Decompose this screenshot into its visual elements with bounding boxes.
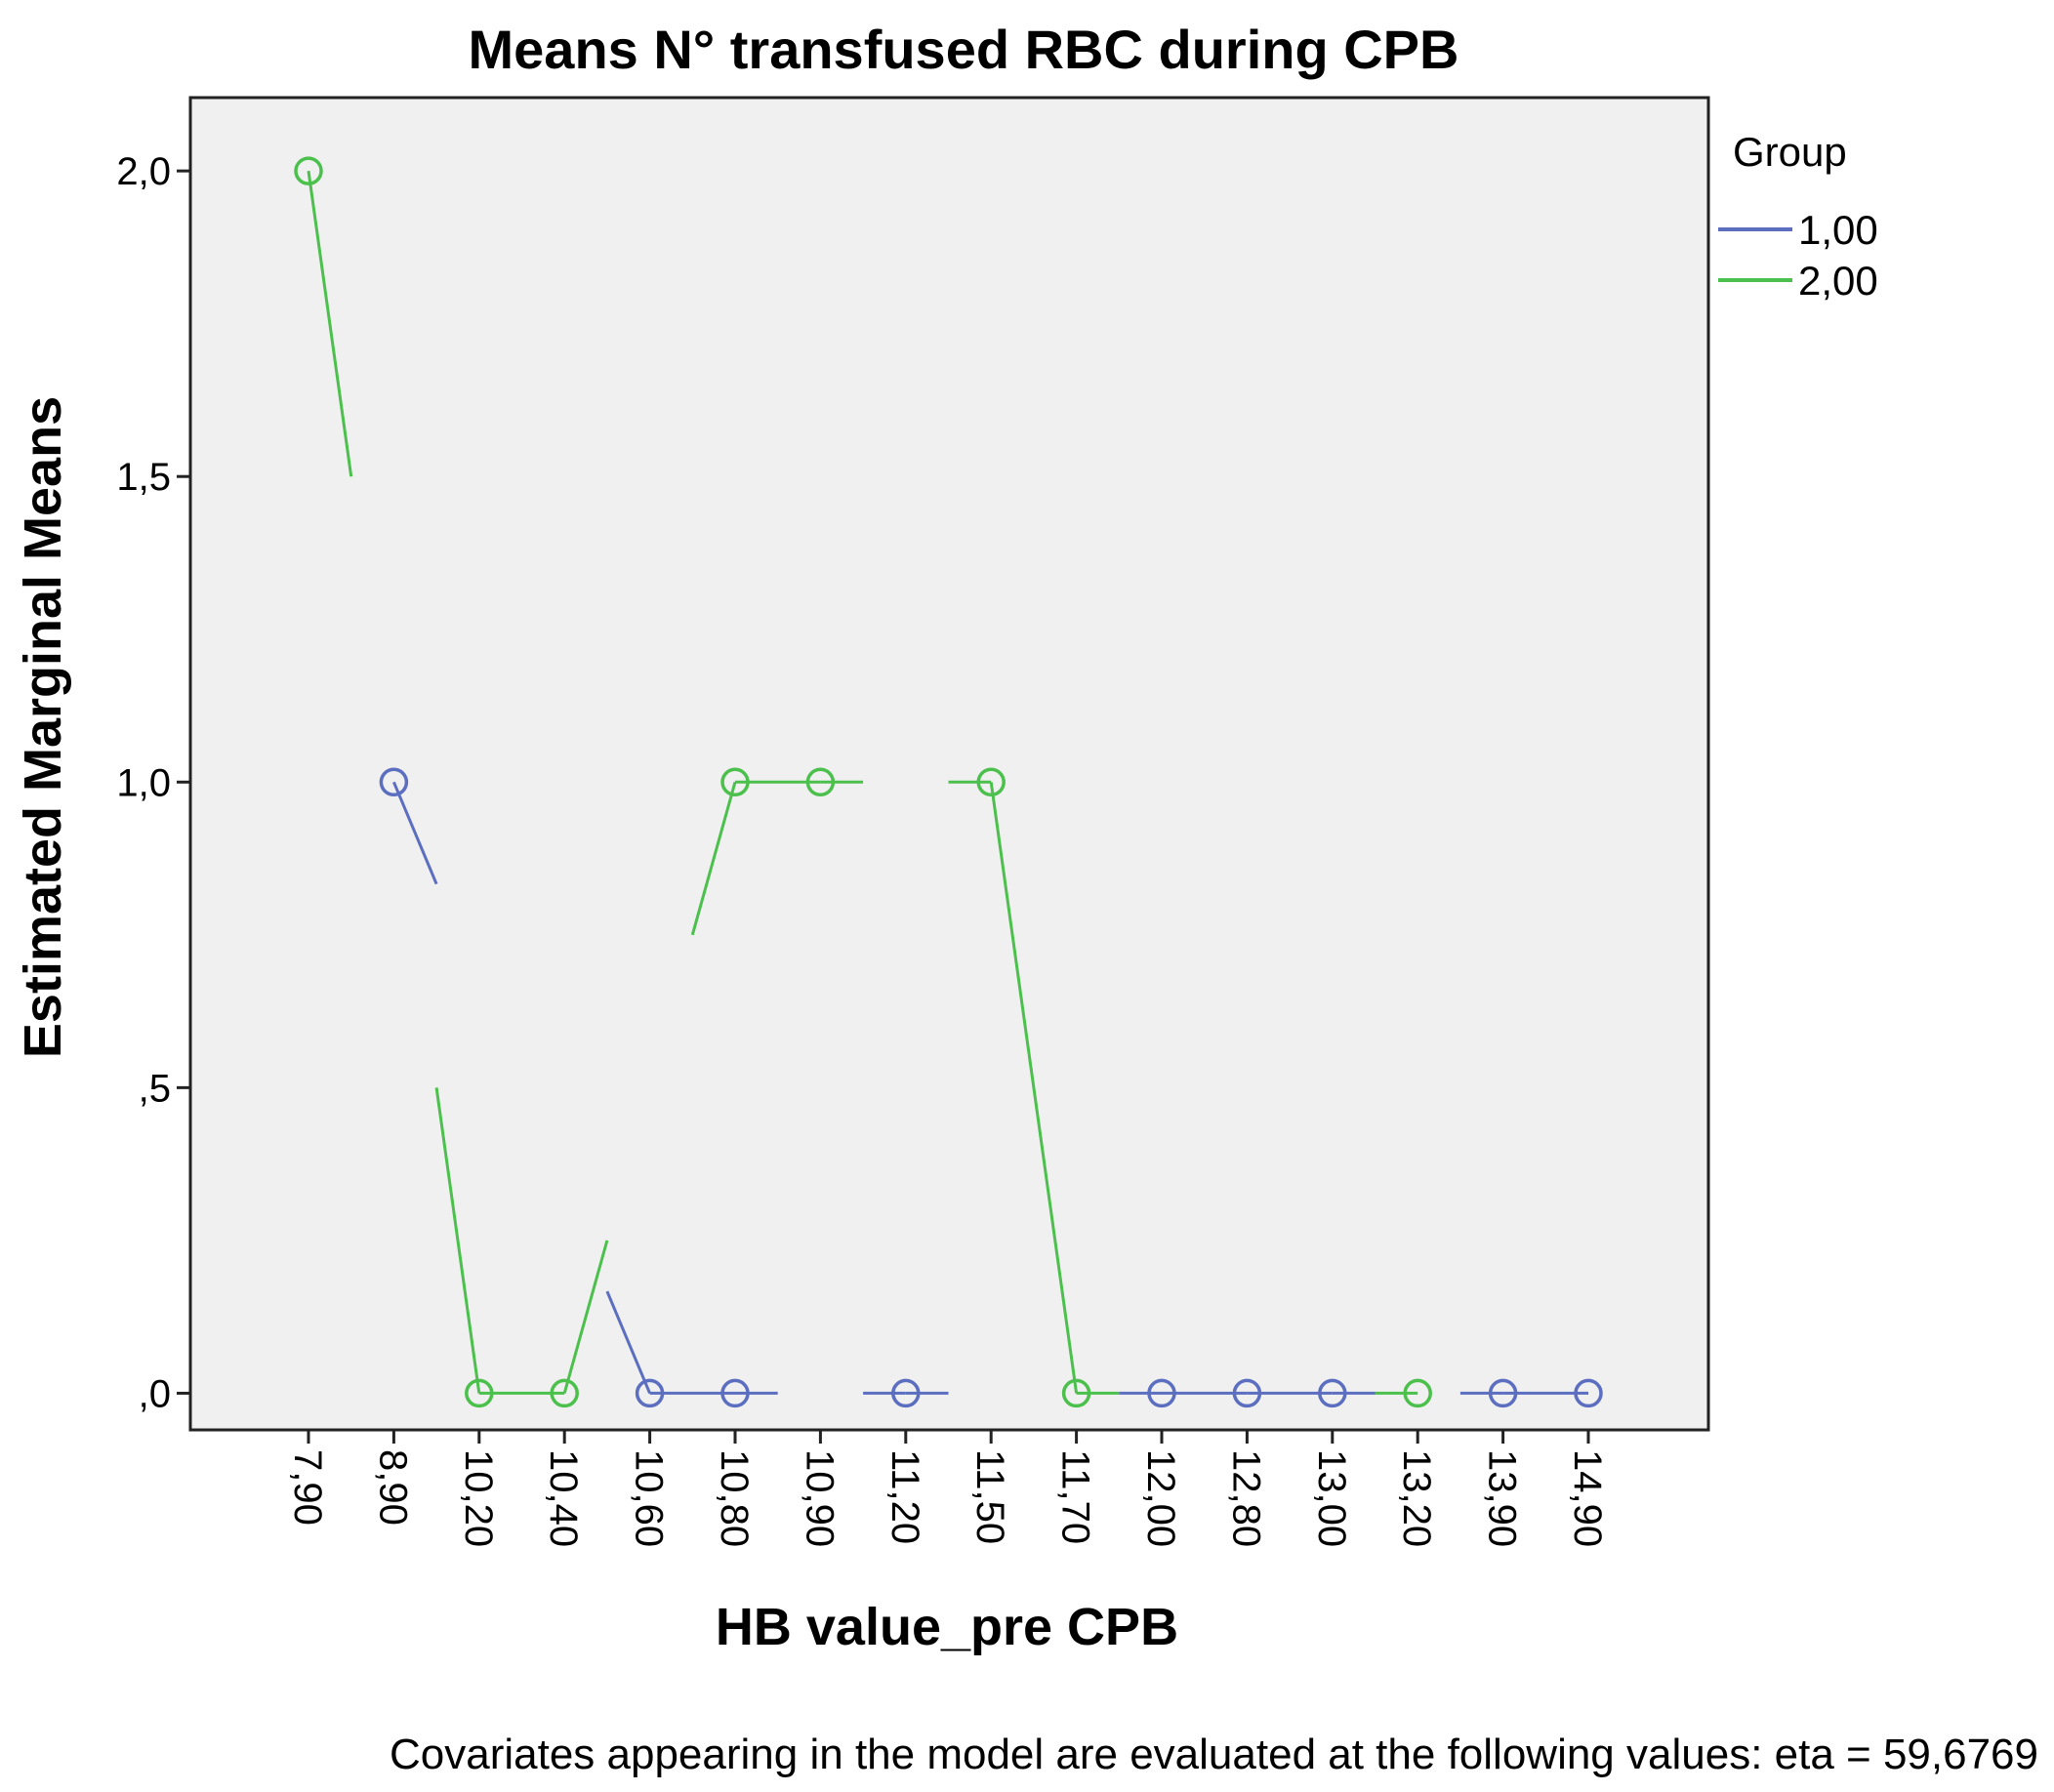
series-2-point-2 bbox=[465, 1378, 494, 1408]
series-2-segment-2 bbox=[434, 1087, 481, 1394]
series-1-segment-0 bbox=[392, 781, 438, 885]
y-tick-label-2: 1,0 bbox=[116, 761, 171, 804]
x-tick-label-7: 11,20 bbox=[883, 1449, 926, 1544]
x-tick-label-2: 10,20 bbox=[457, 1449, 500, 1547]
x-tick-label-6: 10,90 bbox=[798, 1449, 841, 1547]
series-2-point-13 bbox=[1403, 1378, 1432, 1408]
x-tick-label-9: 11,70 bbox=[1054, 1449, 1097, 1544]
y-tick-label-3: 1,5 bbox=[116, 456, 171, 499]
series-1-point-14 bbox=[1488, 1378, 1518, 1408]
series-2-point-3 bbox=[550, 1378, 579, 1408]
plot-area bbox=[188, 96, 1710, 1432]
x-tick-label-3: 10,40 bbox=[542, 1449, 585, 1547]
x-tick-label-11: 12,80 bbox=[1224, 1449, 1267, 1547]
series-2 bbox=[294, 156, 1432, 1408]
x-axis-title: HB value_pre CPB bbox=[716, 1598, 1178, 1656]
y-axis-title: Estimated Marginal Means bbox=[14, 396, 72, 1058]
y-tick-label-0: ,0 bbox=[139, 1372, 171, 1415]
series-2-point-5 bbox=[720, 767, 750, 797]
series-1-point-11 bbox=[1232, 1378, 1262, 1408]
series-1-point-1 bbox=[379, 767, 409, 797]
x-tick-label-1: 8,90 bbox=[371, 1449, 414, 1526]
series-2-segment-5 bbox=[690, 781, 737, 936]
series-1-point-15 bbox=[1574, 1378, 1603, 1408]
series-layer bbox=[294, 156, 1603, 1408]
series-2-point-8 bbox=[976, 767, 1006, 797]
x-tick-label-0: 7,90 bbox=[286, 1449, 329, 1526]
series-2-point-6 bbox=[805, 767, 836, 797]
y-axis: ,0 ,5 1,0 1,5 2,0 bbox=[116, 150, 190, 1415]
series-1 bbox=[379, 767, 1603, 1408]
y-tick-label-4: 2,0 bbox=[116, 150, 171, 193]
x-axis: 7,90 8,90 10,20 10,40 10,60 10,80 10,90 11,20 11… bbox=[286, 1430, 1609, 1547]
series-2-point-9 bbox=[1061, 1378, 1091, 1408]
x-tick-label-4: 10,60 bbox=[628, 1449, 671, 1547]
legend-title: Group bbox=[1733, 129, 1847, 175]
legend-label-1: 1,00 bbox=[1798, 207, 1878, 253]
x-tick-label-5: 10,80 bbox=[713, 1449, 756, 1547]
x-tick-label-12: 13,00 bbox=[1310, 1449, 1353, 1547]
x-tick-label-8: 11,50 bbox=[968, 1449, 1011, 1544]
x-tick-label-13: 13,20 bbox=[1395, 1449, 1438, 1547]
legend-label-2: 2,00 bbox=[1798, 258, 1878, 304]
series-2-segment-3 bbox=[562, 1240, 609, 1394]
x-tick-label-14: 13,90 bbox=[1481, 1449, 1524, 1547]
series-1-point-12 bbox=[1318, 1378, 1347, 1408]
chart-title: Means N° transfused RBC during CPB bbox=[469, 19, 1459, 80]
legend: Group 1,00 2,00 bbox=[1718, 129, 1878, 304]
x-tick-label-15: 14,90 bbox=[1566, 1449, 1609, 1547]
series-1-point-7 bbox=[891, 1378, 921, 1408]
series-2-segment-0 bbox=[307, 170, 353, 477]
legend-items: 1,00 2,00 bbox=[1718, 207, 1878, 304]
series-1-segment-2 bbox=[605, 1290, 651, 1395]
series-2-segment-7 bbox=[989, 782, 1079, 1394]
series-1-point-10 bbox=[1147, 1378, 1176, 1408]
series-1-point-4 bbox=[635, 1378, 665, 1408]
x-tick-label-10: 12,00 bbox=[1139, 1449, 1182, 1547]
y-tick-label-1: ,5 bbox=[139, 1067, 171, 1110]
series-2-point-0 bbox=[294, 156, 323, 185]
series-1-point-5 bbox=[720, 1378, 750, 1408]
footnote: Covariates appearing in the model are ev… bbox=[390, 1731, 2038, 1778]
